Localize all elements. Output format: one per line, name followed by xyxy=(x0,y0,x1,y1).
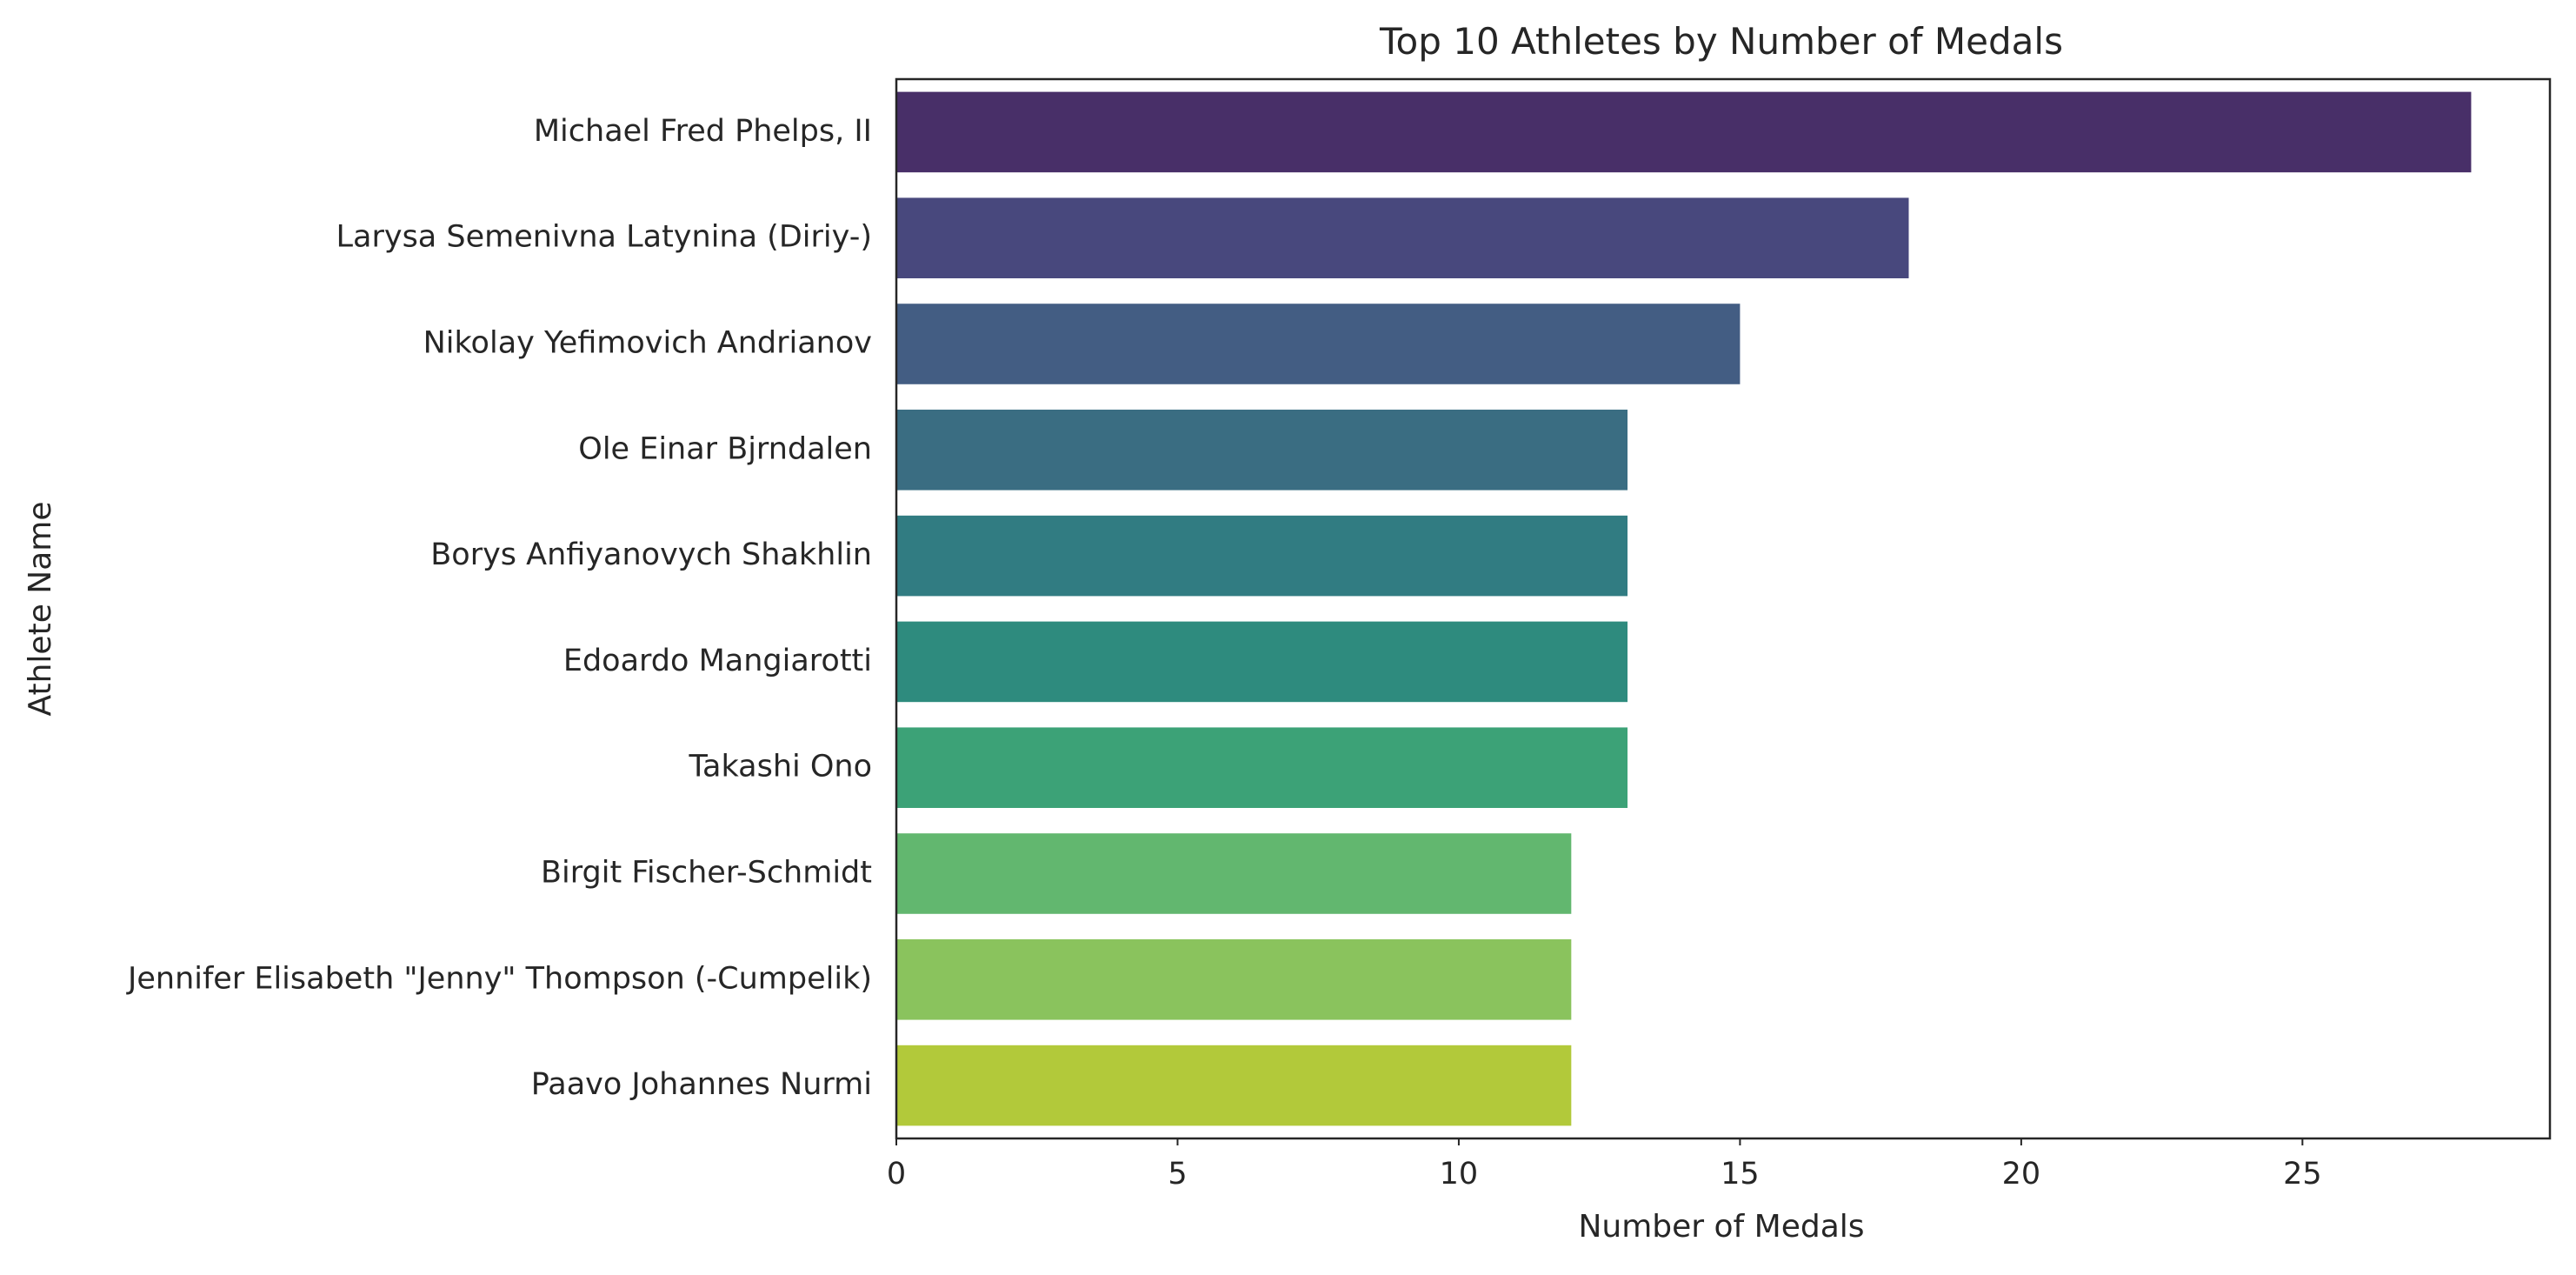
x-tick-labels: 0 5 10 15 20 25 xyxy=(887,1138,2322,1192)
y-axis-label: Athlete Name xyxy=(23,502,58,717)
plot-frame xyxy=(895,77,2552,1140)
y-tick-label: Takashi Ono xyxy=(688,750,872,784)
x-axis-label: Number of Medals xyxy=(1578,1209,1864,1245)
y-tick-label: Nikolay Yefimovich Andrianov xyxy=(423,326,872,361)
y-tick-label: Borys Anfiyanovych Shakhlin xyxy=(430,537,872,572)
x-tick-label: 15 xyxy=(1721,1157,1760,1192)
bar xyxy=(896,197,1909,278)
y-tick-label: Paavo Johannes Nurmi xyxy=(531,1067,872,1102)
y-tick-label: Birgit Fischer-Schmidt xyxy=(541,856,872,891)
y-tick-label: Larysa Semenivna Latynina (Diriy-) xyxy=(336,220,872,255)
bar xyxy=(896,833,1572,914)
bars-layer xyxy=(896,91,2472,1126)
x-tick-label: 5 xyxy=(1168,1157,1187,1192)
bar xyxy=(896,621,1628,703)
x-tick-label: 25 xyxy=(2283,1157,2322,1192)
bar xyxy=(896,515,1628,597)
y-tick-label: Ole Einar Bjrndalen xyxy=(578,431,872,466)
y-tick-label: Edoardo Mangiarotti xyxy=(563,644,872,678)
x-tick-label: 0 xyxy=(887,1157,906,1192)
y-tick-label: Michael Fred Phelps, II xyxy=(534,114,872,149)
y-tick-labels: Michael Fred Phelps, II Larysa Semenivna … xyxy=(126,114,872,1102)
bar xyxy=(896,410,1628,491)
bar xyxy=(896,304,1741,384)
bar xyxy=(896,727,1628,808)
x-tick-label: 20 xyxy=(2002,1157,2041,1192)
chart-title: Top 10 Athletes by Number of Medals xyxy=(1379,20,2063,63)
x-tick-label: 10 xyxy=(1440,1157,1479,1192)
bar xyxy=(896,91,2472,173)
bar xyxy=(896,1045,1572,1126)
bar xyxy=(896,939,1572,1020)
y-tick-label: Jennifer Elisabeth "Jenny" Thompson (-Cu… xyxy=(126,961,872,996)
